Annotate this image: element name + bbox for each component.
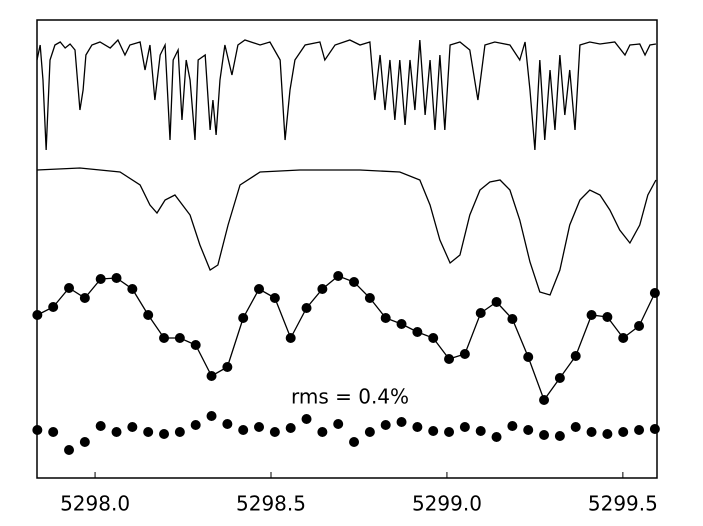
data-point xyxy=(523,425,534,435)
data-point xyxy=(523,352,534,362)
data-point xyxy=(364,293,375,303)
data-point xyxy=(159,333,170,343)
data-point xyxy=(32,425,43,435)
data-point xyxy=(602,429,613,439)
data-point xyxy=(634,425,645,435)
data-point xyxy=(507,421,518,431)
data-point xyxy=(79,293,90,303)
data-point xyxy=(554,373,565,383)
series-line xyxy=(37,275,656,402)
data-point xyxy=(269,427,280,437)
data-point xyxy=(444,427,455,437)
data-point xyxy=(428,333,439,343)
plot-frame xyxy=(36,19,658,479)
data-point xyxy=(412,327,423,337)
data-point xyxy=(254,422,265,432)
data-point xyxy=(111,427,122,437)
data-point xyxy=(649,424,660,434)
data-point xyxy=(285,333,296,343)
data-point xyxy=(649,288,660,298)
data-point xyxy=(491,432,502,442)
data-point xyxy=(349,437,360,447)
data-point xyxy=(159,429,170,439)
data-point xyxy=(491,297,502,307)
data-point xyxy=(127,422,138,432)
data-point xyxy=(570,351,581,361)
x-tick-label: 5298.5 xyxy=(236,492,306,516)
data-point xyxy=(269,293,280,303)
data-point xyxy=(586,310,597,320)
data-point xyxy=(64,283,75,293)
data-point xyxy=(618,333,629,343)
data-point xyxy=(222,362,233,372)
data-point xyxy=(238,425,249,435)
data-point xyxy=(539,395,550,405)
data-point xyxy=(602,312,613,322)
data-point xyxy=(412,422,423,432)
data-point xyxy=(554,431,565,441)
data-point xyxy=(618,427,629,437)
series-line xyxy=(36,167,657,296)
data-point xyxy=(301,303,312,313)
x-tick-label: 5299.5 xyxy=(588,492,658,516)
data-point xyxy=(95,421,106,431)
data-point xyxy=(396,417,407,427)
data-point xyxy=(79,437,90,447)
data-point xyxy=(570,422,581,432)
data-point xyxy=(459,422,470,432)
data-point xyxy=(539,430,550,440)
data-point xyxy=(206,371,217,381)
data-point xyxy=(32,310,43,320)
series-line xyxy=(36,38,657,151)
data-point xyxy=(285,423,296,433)
data-point xyxy=(48,302,59,312)
data-point xyxy=(206,411,217,421)
data-point xyxy=(301,414,312,424)
data-point xyxy=(507,314,518,324)
data-point xyxy=(143,427,154,437)
data-point xyxy=(95,274,106,284)
data-point xyxy=(364,427,375,437)
data-point xyxy=(254,284,265,294)
x-tick-label: 5299.0 xyxy=(412,492,482,516)
data-point xyxy=(143,310,154,320)
data-point xyxy=(48,427,59,437)
data-point xyxy=(586,427,597,437)
data-point xyxy=(333,271,344,281)
data-point xyxy=(428,426,439,436)
data-point xyxy=(111,273,122,283)
data-point xyxy=(380,313,391,323)
data-point xyxy=(127,284,138,294)
x-tick-label: 5298.0 xyxy=(60,492,130,516)
data-point xyxy=(459,349,470,359)
data-point xyxy=(333,419,344,429)
data-point xyxy=(222,419,233,429)
data-point xyxy=(396,319,407,329)
data-point xyxy=(634,321,645,331)
data-point xyxy=(190,420,201,430)
data-point xyxy=(380,420,391,430)
data-point xyxy=(64,445,75,455)
data-point xyxy=(174,427,185,437)
data-point xyxy=(238,313,249,323)
annotation: rms = 0.4% xyxy=(291,385,409,409)
data-point xyxy=(349,277,360,287)
data-point xyxy=(174,333,185,343)
data-point xyxy=(317,427,328,437)
data-point xyxy=(475,308,486,318)
data-point xyxy=(475,426,486,436)
data-point xyxy=(444,354,455,364)
data-point xyxy=(317,284,328,294)
data-point xyxy=(190,340,201,350)
